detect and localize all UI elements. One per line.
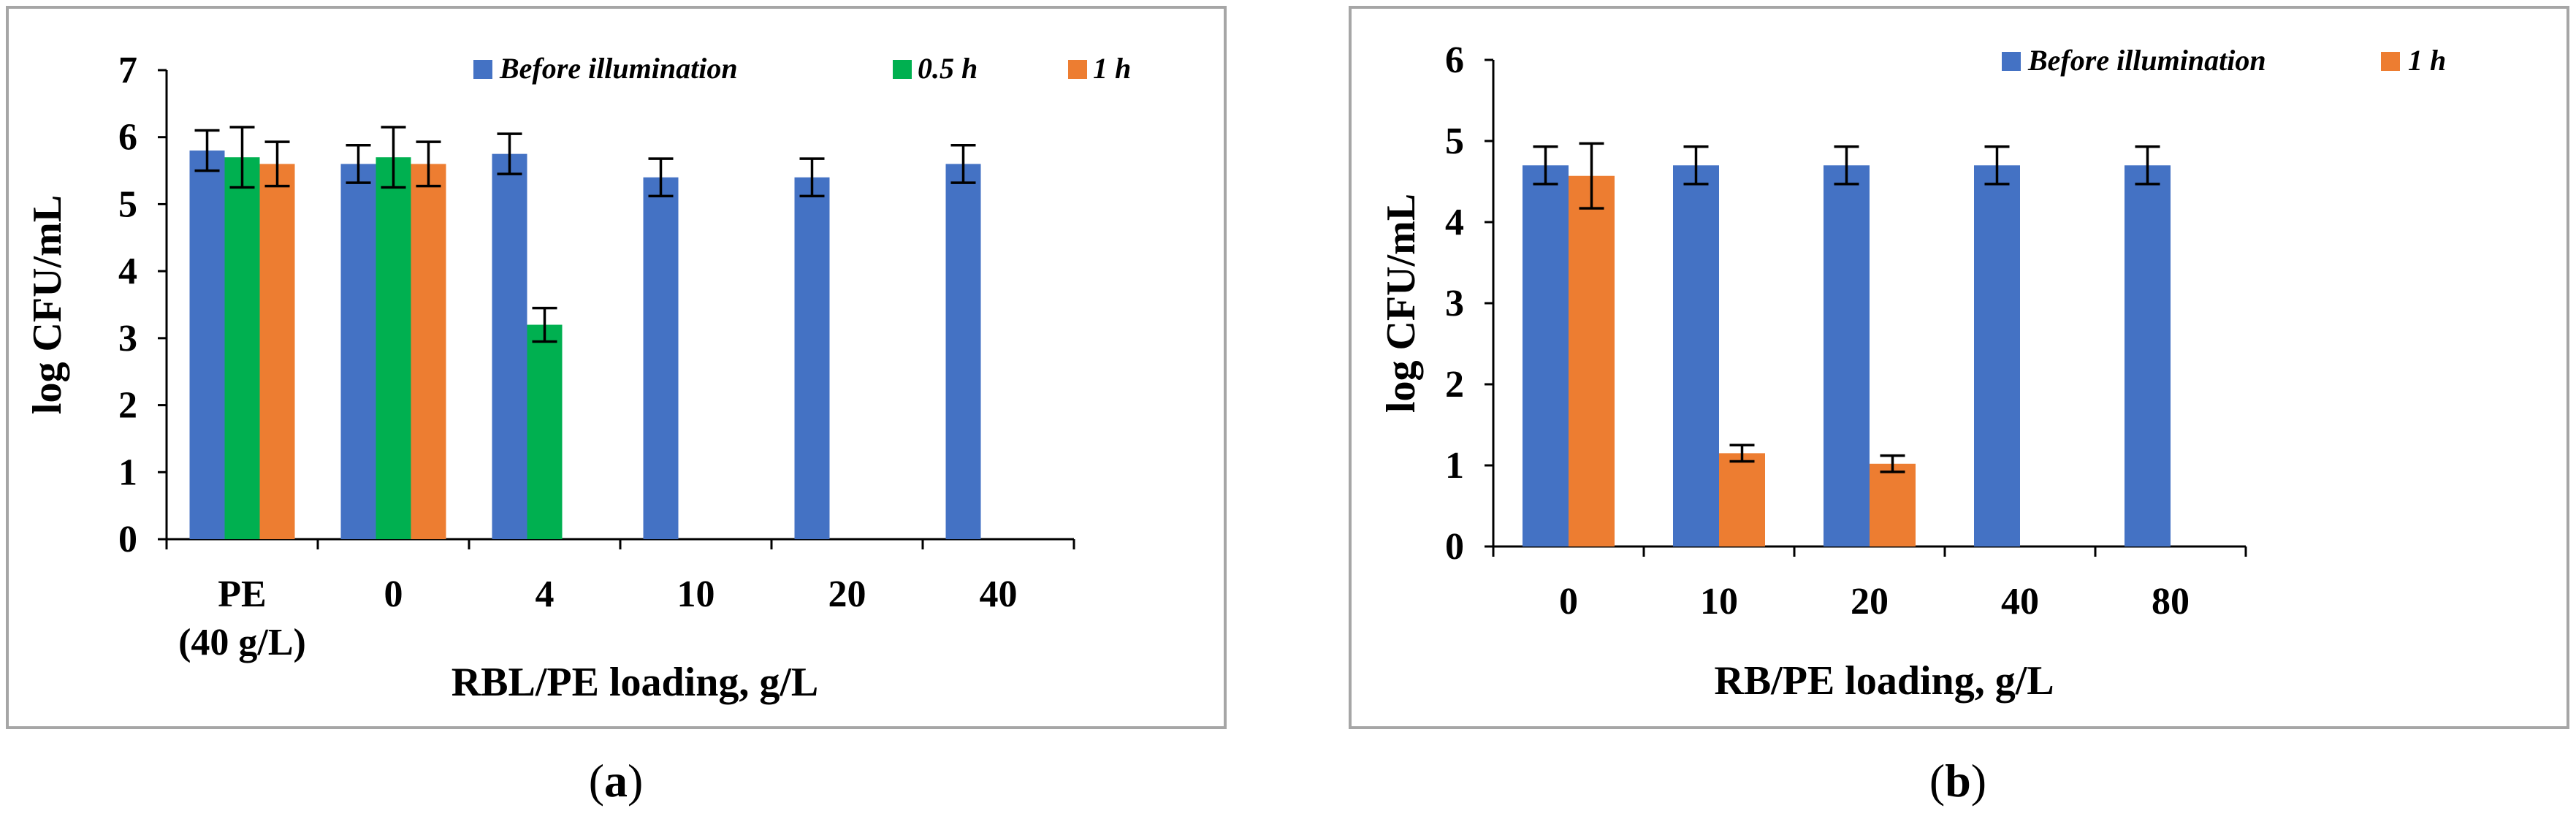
chart-a-bar [189, 151, 225, 540]
chart-a-x-tick-label: 10 [677, 574, 715, 615]
chart-a-bar [945, 164, 981, 539]
chart-a-bar [340, 164, 376, 539]
chart-a-y-tick-label: 2 [118, 385, 137, 427]
chart-a-x-tick-label: 20 [828, 574, 866, 615]
chart-a-legend-swatch [1068, 60, 1087, 79]
chart-b-bar [1824, 165, 1870, 547]
chart-a-y-tick-label: 0 [118, 519, 137, 560]
chart-a-bar [376, 157, 411, 539]
chart-b-y-tick-label: 3 [1445, 283, 1464, 324]
chart-b-x-tick-label: 40 [2001, 581, 2039, 622]
chart-a-x-axis-title: RBL/PE loading, g/L [451, 660, 819, 705]
chart-a-x-tick-label: 40 [980, 574, 1018, 615]
chart-b-legend-label: 1 h [2408, 44, 2446, 77]
chart-a-bar [643, 177, 679, 539]
chart-b-bar [2125, 165, 2171, 547]
chart-a-bar [224, 157, 260, 539]
chart-a-y-tick-label: 3 [118, 318, 137, 359]
chart-a-x-tick-label: 0 [384, 574, 403, 615]
chart-b-bar [1569, 175, 1615, 547]
chart-b-legend-swatch [2002, 52, 2021, 71]
chart-b-legend-label: Before illumination [2027, 44, 2266, 77]
chart-a-x-tick-sublabel: (40 g/L) [178, 622, 306, 663]
chart-a-legend-label: 1 h [1093, 52, 1131, 85]
chart-a-y-axis-title: log CFU/mL [25, 195, 70, 414]
chart-b-bar [1523, 165, 1569, 547]
chart-b-bar [1673, 165, 1719, 547]
chart-b-y-tick-label: 5 [1445, 121, 1464, 162]
chart-a-y-tick-label: 4 [118, 251, 137, 292]
chart-b-x-tick-label: 10 [1700, 581, 1738, 622]
chart-a-bar [794, 177, 830, 539]
chart-a-legend-label: 0.5 h [918, 52, 978, 85]
chart-b-y-tick-label: 1 [1445, 445, 1464, 487]
chart-b-bar [1974, 165, 2020, 547]
chart-b-x-tick-label: 20 [1851, 581, 1889, 622]
chart-a-legend-label: Before illumination [499, 52, 738, 85]
chart-a-bar [527, 324, 563, 539]
chart-a-x-tick-label: PE [218, 574, 266, 615]
chart-a: 0 1 2 3 4 5 6 7 PE (40 g/L) 0 4 10 20 40 RBL/PE loading… [25, 50, 1131, 705]
panel-label-a: (a) [589, 755, 644, 807]
chart-b-bar [1719, 453, 1765, 546]
chart-a-y-tick-label: 1 [118, 452, 137, 493]
chart-a-y-tick-label: 6 [118, 117, 137, 159]
chart-a-bar [259, 164, 295, 539]
chart-b-bar [1870, 463, 1916, 546]
chart-b-y-tick-label: 2 [1445, 364, 1464, 405]
chart-b-y-tick-label: 6 [1445, 39, 1464, 81]
chart-b-x-axis-title: RB/PE loading, g/L [1714, 658, 2054, 704]
chart-a-x-tick-label: 4 [536, 574, 555, 615]
chart-a-bar [411, 164, 446, 539]
chart-b-y-tick-label: 4 [1445, 202, 1464, 243]
chart-a-y-tick-label: 5 [118, 183, 137, 225]
chart-b-y-axis-title: log CFU/mL [1379, 194, 1424, 413]
chart-b-x-tick-label: 80 [2152, 581, 2190, 622]
chart-a-y-tick-label: 7 [118, 50, 137, 91]
chart-b-x-tick-label: 0 [1559, 581, 1578, 622]
chart-b-y-tick-label: 0 [1445, 526, 1464, 568]
chart-a-legend-swatch [473, 60, 492, 79]
chart-a-legend-swatch [893, 60, 912, 79]
chart-b-legend-swatch [2381, 52, 2400, 71]
panel-label-b: (b) [1929, 755, 1986, 807]
chart-a-bar [492, 153, 527, 540]
chart-b: 0 1 2 3 4 5 6 0 10 20 40 80 RB/PE loading, g/L log CF… [1379, 39, 2446, 704]
